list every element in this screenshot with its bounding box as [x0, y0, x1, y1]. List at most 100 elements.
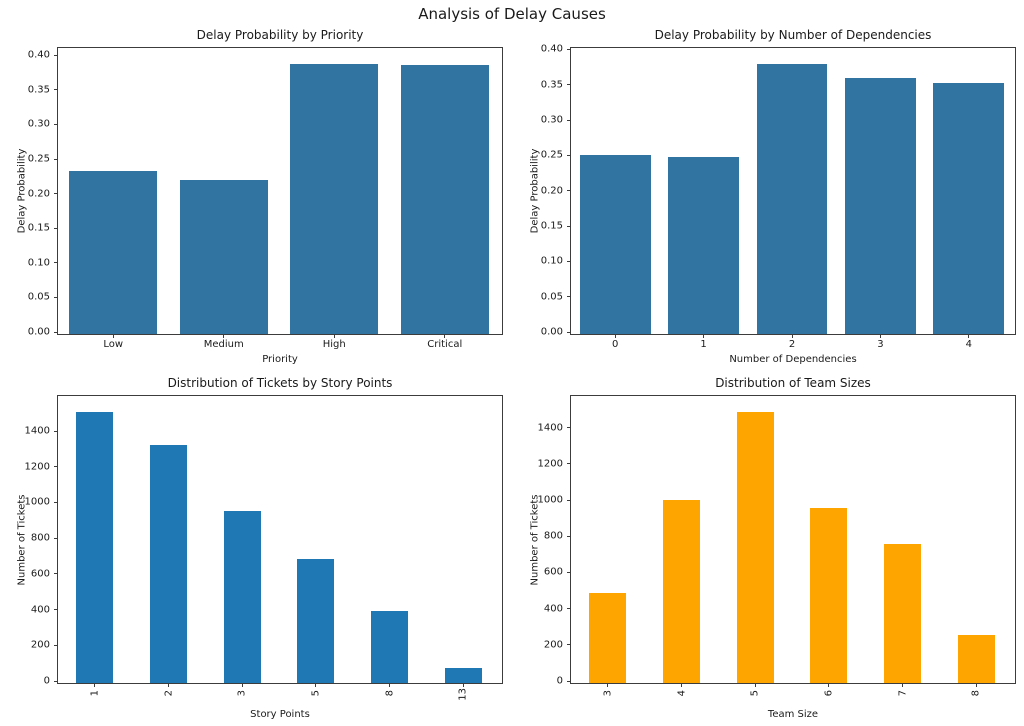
- bar: [400, 64, 489, 334]
- x-tick-label: 5: [310, 688, 321, 699]
- bar: [736, 411, 774, 683]
- bar: [884, 543, 921, 683]
- y-tick-label: 0.30: [27, 118, 50, 130]
- x-tick-label: 3: [237, 688, 248, 699]
- y-tick-mark: [54, 430, 58, 432]
- bar: [663, 500, 700, 683]
- bar: [179, 179, 268, 334]
- x-tick-label-text: 3: [236, 689, 248, 696]
- x-tick-mark: [315, 683, 317, 687]
- x-tick-label-text: 13: [457, 688, 469, 701]
- axes-title: Distribution of Tickets by Story Points: [167, 376, 393, 390]
- bar: [756, 63, 828, 334]
- y-tick-mark: [54, 644, 58, 646]
- x-tick-label: 1: [700, 339, 706, 350]
- x-tick-mark: [168, 683, 169, 687]
- x-tick-label-text: 7: [897, 689, 908, 696]
- y-tick-mark: [54, 296, 58, 298]
- y-tick-label: 0.15: [540, 220, 563, 232]
- x-tick-mark: [241, 683, 243, 687]
- bar: [290, 63, 379, 334]
- x-tick-label-text: 3: [602, 689, 614, 696]
- y-tick-label: 400: [543, 603, 563, 615]
- x-tick-label-text: 3: [877, 339, 884, 350]
- x-tick-label: High: [323, 339, 346, 350]
- y-tick-mark: [567, 48, 571, 50]
- x-tick-mark: [975, 683, 977, 687]
- x-tick-label: 8: [971, 688, 982, 699]
- x-tick-label-text: 1: [700, 339, 707, 350]
- x-tick-mark: [223, 334, 225, 338]
- y-tick-label: 0.40: [540, 43, 563, 55]
- y-tick-mark: [54, 54, 58, 56]
- y-tick-mark: [54, 123, 58, 125]
- y-tick-label: 200: [30, 639, 50, 651]
- x-tick-mark: [333, 334, 335, 338]
- y-tick-label: 0.00: [540, 326, 563, 338]
- x-tick-label: 13: [458, 688, 469, 704]
- y-tick-mark: [54, 331, 58, 333]
- figure-title: Analysis of Delay Causes: [418, 5, 606, 23]
- y-tick-mark: [567, 260, 571, 262]
- y-tick-label: 1400: [537, 422, 563, 434]
- subplot-tickets-by-story-points: Distribution of Tickets by Story Points …: [17, 376, 503, 720]
- x-tick-label: Low: [103, 339, 123, 350]
- bar: [933, 82, 1005, 334]
- y-tick-label: 0.40: [27, 49, 50, 61]
- x-tick-label: 4: [966, 339, 972, 350]
- x-tick-label: Medium: [204, 339, 244, 350]
- x-tick-label-text: 4: [676, 689, 687, 696]
- bar: [371, 610, 408, 683]
- y-tick-label: 400: [30, 604, 50, 616]
- subplot-delay-by-priority: Delay Probability by Priority Delay Prob…: [17, 28, 503, 365]
- y-tick-label: 600: [543, 566, 563, 578]
- x-axis-label: Number of Dependencies: [729, 354, 857, 365]
- x-tick-label-text: 4: [965, 339, 972, 350]
- x-tick-mark: [879, 334, 881, 338]
- axes-title: Delay Probability by Priority: [196, 28, 364, 42]
- y-tick-label: 600: [30, 568, 50, 580]
- y-tick-mark: [567, 190, 571, 192]
- y-tick-label: 0.10: [540, 255, 563, 267]
- y-tick-mark: [567, 225, 571, 227]
- x-tick-mark: [828, 683, 830, 687]
- axes-title: Delay Probability by Number of Dependenc…: [654, 28, 932, 42]
- x-tick-mark: [681, 683, 682, 687]
- x-tick-label: 2: [789, 339, 795, 350]
- subplot-team-sizes: Distribution of Team Sizes Number of Tic…: [530, 376, 1016, 720]
- y-tick-mark: [54, 680, 58, 682]
- y-tick-label: 0: [43, 675, 50, 687]
- x-tick-label: 0: [612, 339, 618, 350]
- bar: [589, 593, 627, 683]
- axes-title: Distribution of Team Sizes: [715, 376, 871, 390]
- y-tick-label: 1200: [24, 461, 50, 473]
- y-tick-label: 0.15: [27, 222, 50, 234]
- x-tick-label-text: High: [322, 339, 346, 350]
- bar: [297, 558, 335, 683]
- x-tick-label-text: 1: [89, 689, 101, 696]
- y-tick-mark: [567, 571, 571, 573]
- x-tick-label: 3: [602, 688, 613, 699]
- y-tick-label: 1400: [24, 425, 50, 437]
- y-tick-label: 0.10: [27, 257, 50, 269]
- y-tick-mark: [567, 427, 571, 429]
- x-tick-label-text: 2: [788, 339, 796, 350]
- y-tick-label: 0.35: [540, 79, 563, 91]
- y-tick-label: 0.20: [540, 185, 563, 197]
- y-tick-mark: [54, 262, 58, 264]
- y-tick-label: 200: [543, 639, 563, 651]
- bar: [668, 156, 739, 334]
- x-tick-mark: [607, 683, 609, 687]
- y-tick-mark: [567, 296, 571, 298]
- x-tick-label: 3: [877, 339, 883, 350]
- y-tick-label: 800: [543, 530, 563, 542]
- y-tick-mark: [567, 331, 571, 333]
- y-tick-mark: [54, 466, 58, 468]
- y-tick-mark: [567, 154, 571, 156]
- x-tick-label-text: 6: [823, 689, 835, 696]
- x-tick-mark: [754, 683, 756, 687]
- bar: [810, 508, 848, 683]
- x-tick-mark: [968, 334, 970, 338]
- y-axis-label: Delay Probability: [16, 148, 28, 234]
- y-tick-label: 0: [556, 675, 563, 687]
